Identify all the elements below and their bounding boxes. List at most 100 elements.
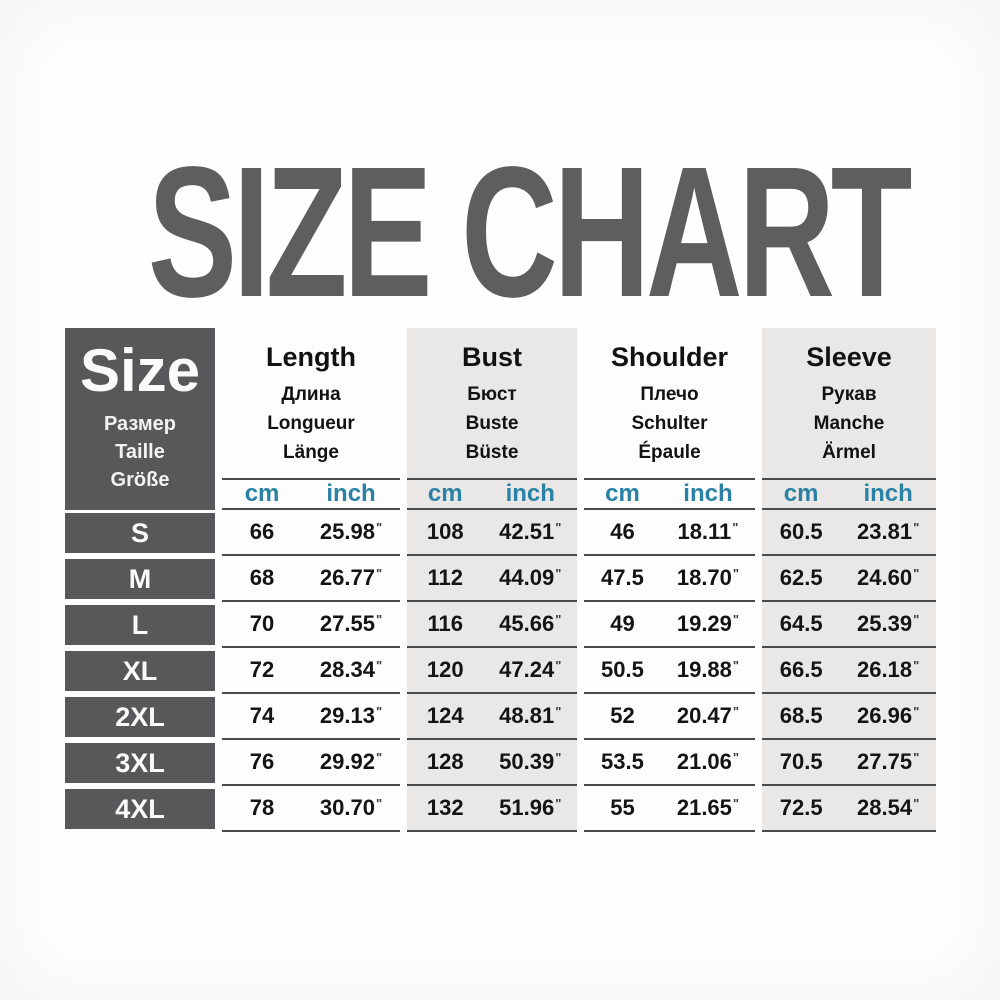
cm-value: 128 xyxy=(426,749,464,774)
cm-value: 49 xyxy=(610,611,635,636)
size-label: XL xyxy=(65,651,215,691)
data-cell: 53.5 21.06" xyxy=(584,740,755,786)
column-subtitle: Рукав xyxy=(821,384,877,405)
data-cell: 72 28.34" xyxy=(222,648,400,694)
inch-mark: " xyxy=(555,704,562,719)
data-cell: 66.5 26.18" xyxy=(762,648,936,694)
inch-number: 50.39 xyxy=(499,749,555,774)
inch-value: 28.54" xyxy=(840,795,936,821)
inch-number: 18.70 xyxy=(676,565,732,590)
inch-mark: " xyxy=(555,750,562,765)
size-label: L xyxy=(65,605,215,645)
cm-label: cm xyxy=(244,480,280,507)
cm-value: 68 xyxy=(249,565,275,590)
inch-label: inch xyxy=(505,480,555,507)
inch-mark: " xyxy=(732,750,740,765)
inch-value: 26.18" xyxy=(840,657,936,683)
data-cell: 46 18.11" xyxy=(584,510,755,556)
data-cell: 78 30.70" xyxy=(222,786,400,832)
cm-value: 53.5 xyxy=(601,749,644,774)
size-column-subtitles: Размер Taille Größe xyxy=(65,410,215,494)
data-cell: 72.5 28.54" xyxy=(762,786,936,832)
inch-label: inch xyxy=(326,480,376,507)
size-column-header: Size Размер Taille Größe xyxy=(65,328,215,510)
size-cell: S xyxy=(65,510,215,556)
data-cell: 108 42.51" xyxy=(407,510,577,556)
inch-number: 28.34 xyxy=(319,657,375,682)
inch-value: 48.81" xyxy=(484,703,578,729)
inch-mark: " xyxy=(732,612,740,627)
data-cell: 70.5 27.75" xyxy=(762,740,936,786)
cm-value: 68.5 xyxy=(779,703,823,728)
cm-label: cm xyxy=(783,480,819,507)
cm-value: 66.5 xyxy=(779,657,823,682)
data-cell: 128 50.39" xyxy=(407,740,577,786)
cm-value: 124 xyxy=(426,703,464,728)
inch-mark: " xyxy=(732,566,740,581)
inch-value: 29.13" xyxy=(302,703,400,729)
inch-mark: " xyxy=(555,566,562,581)
data-cell: 60.5 23.81" xyxy=(762,510,936,556)
size-label: 2XL xyxy=(65,697,215,737)
cm-value: 108 xyxy=(426,519,464,544)
column-length: Length Длина Longueur Länge cm inch 66 25.98" 68… xyxy=(222,328,400,832)
column-subtitle: Longueur xyxy=(267,413,355,434)
size-cell: 2XL xyxy=(65,694,215,740)
data-cell: 68.5 26.96" xyxy=(762,694,936,740)
units-row: cm inch xyxy=(407,478,577,510)
inch-mark: " xyxy=(375,796,383,811)
inch-mark: " xyxy=(732,658,740,673)
column-subtitle: Ärmel xyxy=(822,442,876,463)
data-cell: 112 44.09" xyxy=(407,556,577,602)
inch-value: 30.70" xyxy=(302,795,400,821)
size-column-title: Size xyxy=(79,337,201,404)
inch-mark: " xyxy=(732,520,739,535)
size-subtitle-ru: Размер xyxy=(103,413,177,435)
inch-number: 51.96 xyxy=(499,795,555,820)
size-labels: S M L XL 2XL 3XL 4XL xyxy=(65,510,215,832)
inch-mark: " xyxy=(913,658,920,673)
cm-value: 55 xyxy=(610,795,635,820)
column-title: Bust xyxy=(462,342,522,372)
cm-value: 70 xyxy=(249,611,275,636)
size-label: M xyxy=(65,559,215,599)
inch-value: 44.09" xyxy=(484,565,578,591)
cm-value: 120 xyxy=(426,657,464,682)
column-subtitle: Büste xyxy=(465,442,519,463)
inch-mark: " xyxy=(913,704,920,719)
inch-number: 30.70 xyxy=(319,795,375,820)
inch-mark: " xyxy=(913,612,920,627)
size-label: S xyxy=(65,513,215,553)
sleeve-header: Sleeve Рукав Manche Ärmel xyxy=(762,328,936,478)
inch-number: 48.81 xyxy=(499,703,555,728)
cm-value: 66 xyxy=(249,519,275,544)
column-subtitle: Buste xyxy=(465,413,519,434)
inch-value: 19.88" xyxy=(661,657,755,683)
inch-value: 50.39" xyxy=(484,749,578,775)
inch-number: 26.96 xyxy=(857,703,913,728)
column-title: Sleeve xyxy=(806,342,892,372)
column-shoulder: Shoulder Плечо Schulter Épaule cm inch 46 18.11… xyxy=(584,328,755,832)
data-cell: 120 47.24" xyxy=(407,648,577,694)
inch-mark: " xyxy=(732,796,740,811)
inch-number: 25.98 xyxy=(319,519,375,544)
cm-value: 74 xyxy=(249,703,275,728)
data-cell: 132 51.96" xyxy=(407,786,577,832)
inch-value: 20.47" xyxy=(661,703,755,729)
inch-mark: " xyxy=(375,704,383,719)
inch-mark: " xyxy=(732,704,740,719)
cm-value: 112 xyxy=(427,565,464,590)
size-chart-table: Size Размер Taille Größe S M L XL 2XL 3XL 4XL … xyxy=(65,328,936,832)
data-cell: 64.5 25.39" xyxy=(762,602,936,648)
column-bust: Bust Бюст Buste Büste cm inch 108 42.51" 112 44.0… xyxy=(407,328,577,832)
inch-number: 21.65 xyxy=(676,795,732,820)
size-label: 3XL xyxy=(65,743,215,783)
column-subtitle: Schulter xyxy=(631,413,708,434)
inch-value: 26.77" xyxy=(302,565,400,591)
inch-mark: " xyxy=(913,796,920,811)
inch-label: inch xyxy=(683,480,733,507)
data-cell: 66 25.98" xyxy=(222,510,400,556)
cm-label: cm xyxy=(605,480,640,507)
inch-mark: " xyxy=(375,612,383,627)
inch-mark: " xyxy=(555,520,562,535)
